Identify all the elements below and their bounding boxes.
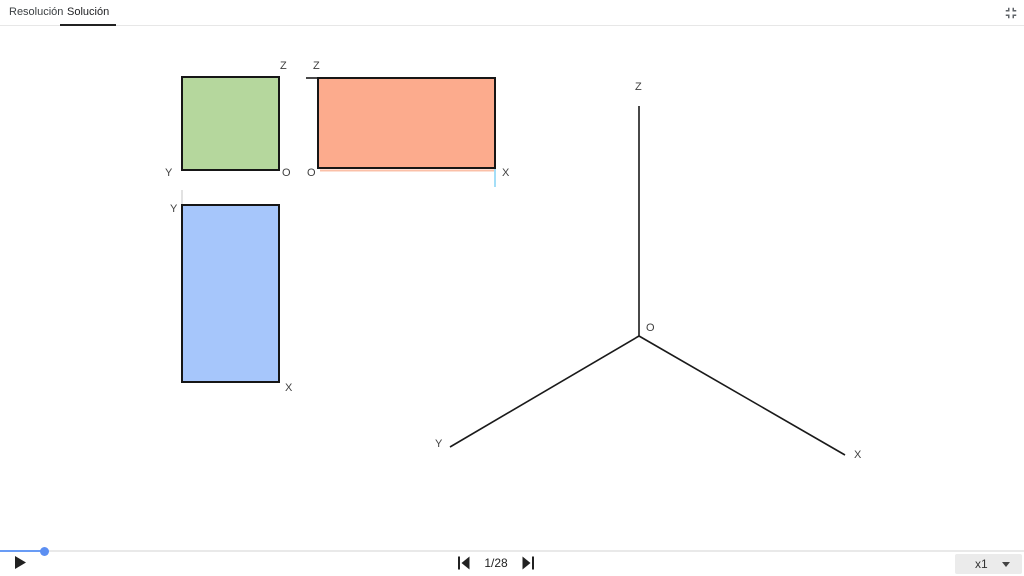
xz-label-x: X: [502, 167, 510, 179]
yz-label-o: O: [282, 167, 291, 179]
step-navigation: 1/28: [456, 555, 536, 571]
yz-projection-rect[interactable]: [181, 76, 280, 171]
axes3d-label-z: Z: [635, 81, 642, 93]
progress-knob[interactable]: [40, 547, 49, 556]
speed-dropdown[interactable]: x1: [955, 554, 1022, 574]
fullscreen-exit-icon: [1005, 7, 1017, 19]
skip-previous-icon: [457, 556, 469, 570]
speed-value: x1: [975, 557, 988, 571]
page-indicator: 1/28: [484, 556, 508, 570]
skip-next-button[interactable]: [522, 556, 536, 570]
xy-projection-rect[interactable]: [181, 204, 280, 383]
xz-projection-rect[interactable]: [317, 77, 496, 169]
axes3d-label-o: O: [646, 322, 655, 334]
yz-label-z: Z: [280, 60, 287, 72]
xz-label-z: Z: [313, 60, 320, 72]
tab-resolucion[interactable]: Resolución: [9, 6, 64, 18]
skip-next-icon: [522, 556, 535, 570]
fullscreen-exit-button[interactable]: [1001, 3, 1021, 23]
play-icon: [15, 556, 26, 569]
progress-fill: [0, 550, 45, 552]
caret-down-icon: [1002, 561, 1010, 567]
progress-slider[interactable]: [0, 550, 1024, 552]
tab-bar: Resolución Solución: [0, 0, 1024, 26]
axes3d-label-y: Y: [435, 438, 443, 450]
x-axis-line: [638, 335, 846, 456]
skip-previous-button[interactable]: [456, 556, 470, 570]
y-axis-line: [449, 335, 640, 448]
tab-solucion[interactable]: Solución: [60, 0, 117, 26]
xy-label-x: X: [285, 382, 293, 394]
yz-label-y: Y: [165, 167, 173, 179]
xz-label-o: O: [307, 167, 316, 179]
play-button[interactable]: [12, 555, 28, 571]
axes3d-label-x: X: [854, 449, 862, 461]
xy-label-y: Y: [170, 203, 178, 215]
